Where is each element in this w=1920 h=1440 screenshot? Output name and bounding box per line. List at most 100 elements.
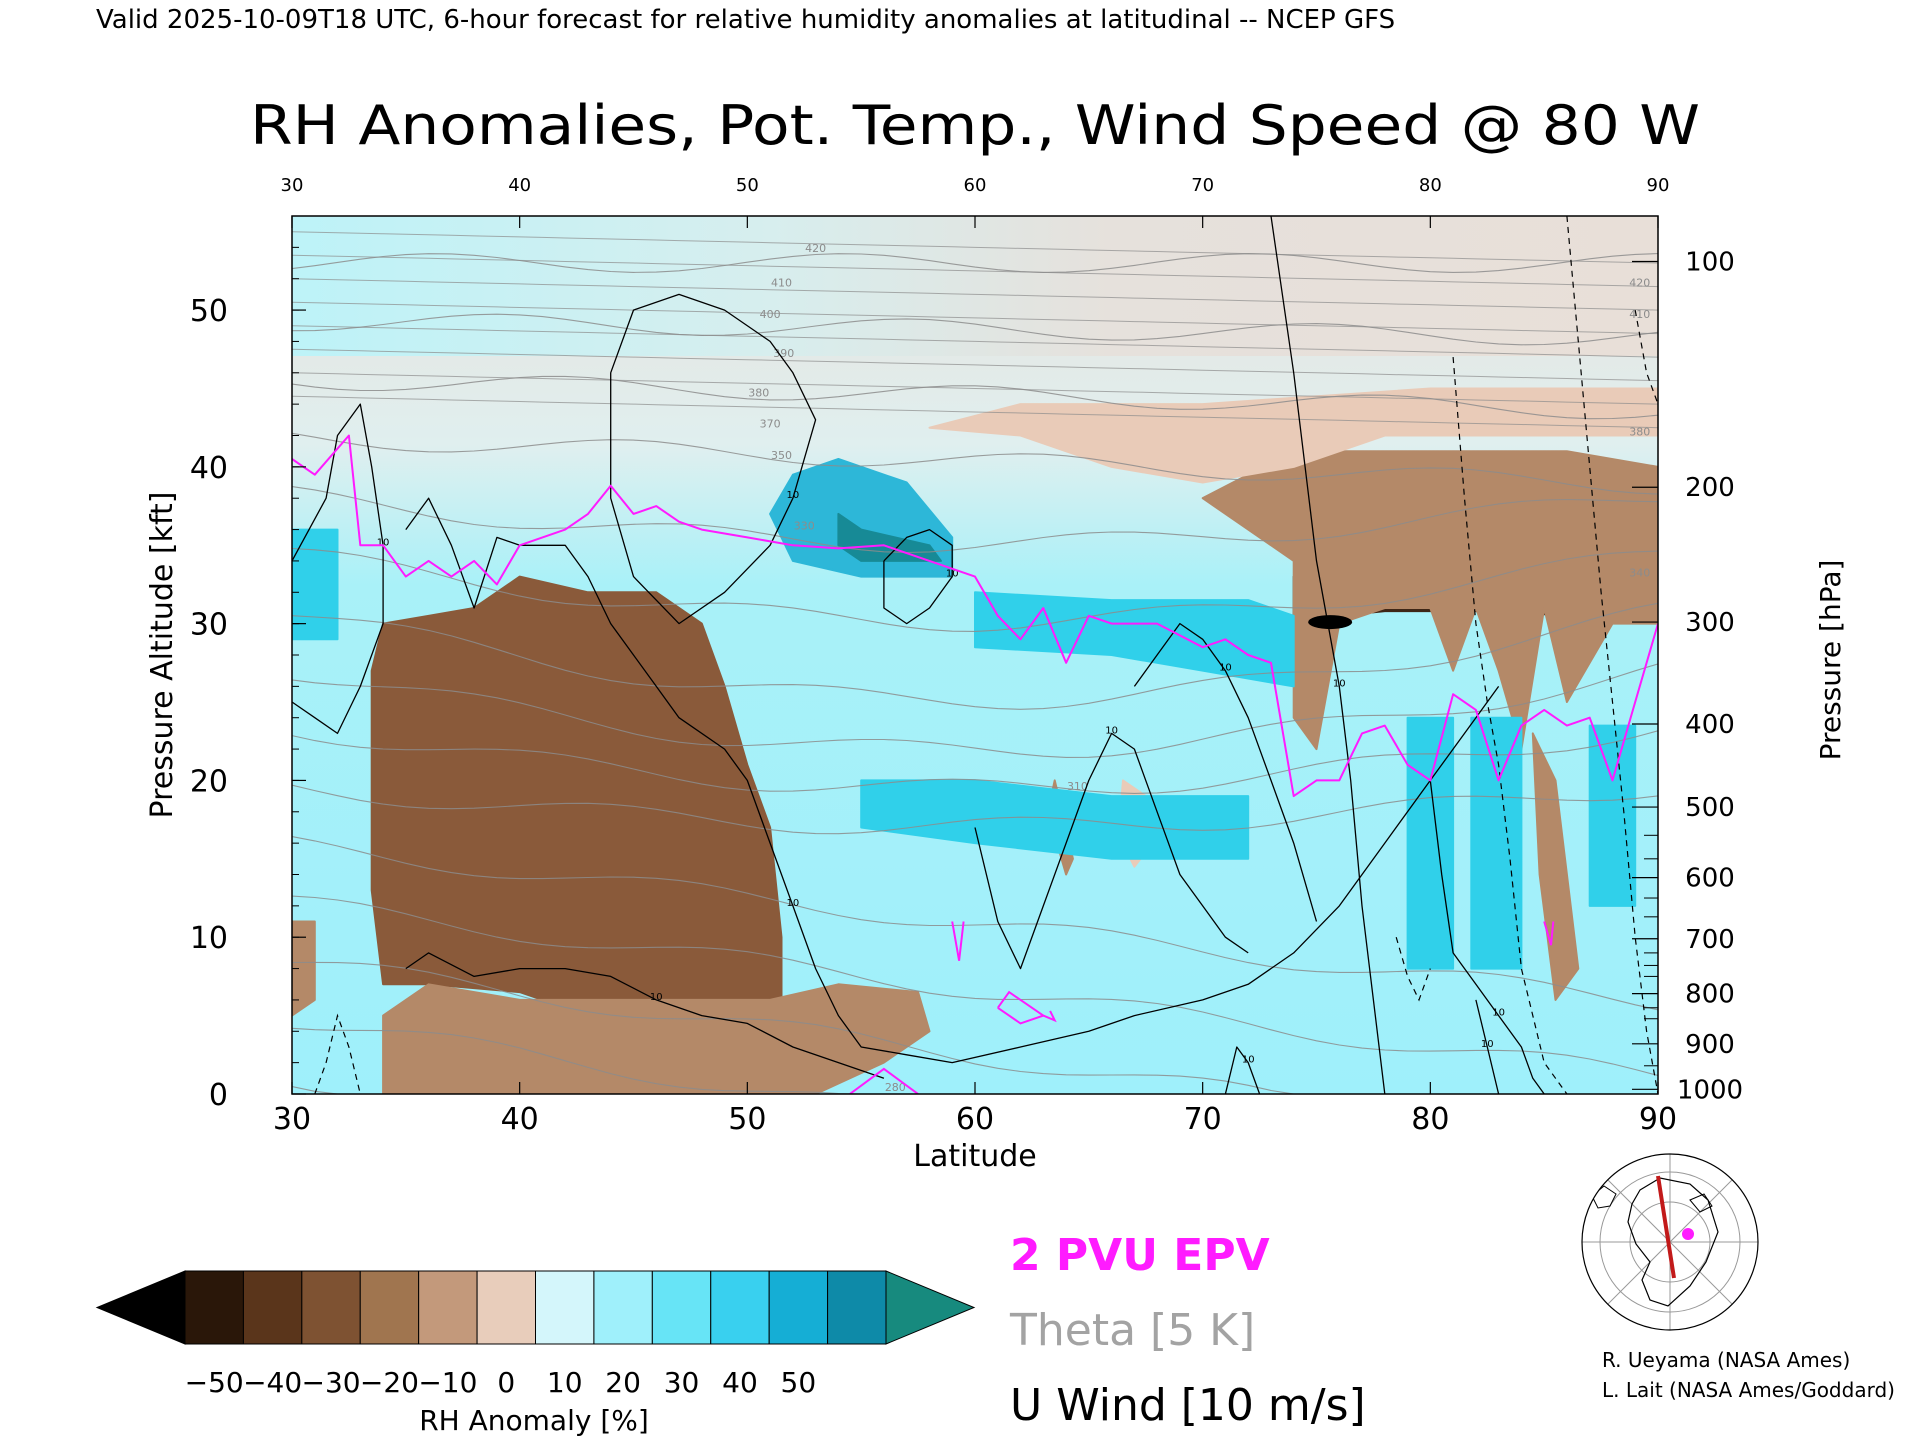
pressure-tick-label-300: 300 (1685, 608, 1735, 638)
theta-line-350 (292, 663, 1658, 758)
x-tick-label-60: 60 (956, 1102, 994, 1137)
pressure-tick-label-400: 400 (1685, 710, 1735, 740)
pressure-tick-label-700: 700 (1685, 925, 1735, 955)
theta-label-5: 370 (760, 418, 781, 431)
theta-label-10: 420 (1629, 277, 1650, 290)
rh-region-11 (974, 591, 1295, 688)
legend-pvu: 2 PVU EPV (1010, 1230, 1270, 1281)
theta-line-upper-0 (292, 231, 1658, 264)
colorbar: −50 −40 −30 −20 −10 0 10 20 30 40 50 RH Anomaly [%… (95, 1270, 976, 1437)
wind-contour-label-5: 10 (1105, 725, 1118, 736)
colorbar-tick-label-9: 40 (722, 1366, 758, 1399)
plot-area: 4204104003903803703503303102804204103803… (190, 175, 1743, 1137)
wind-contour-5 (974, 732, 1249, 970)
wind-contour-9 (1429, 780, 1545, 1094)
theta-line-upper-6 (292, 372, 1658, 405)
theta-line-390 (292, 432, 1658, 495)
x-tick-label-90: 90 (1639, 1102, 1677, 1137)
y-tick-label-0: 0 (209, 1078, 228, 1113)
pvu-fragment-0 (951, 921, 965, 961)
theta-label-9: 280 (885, 1081, 906, 1094)
rh-region-16 (1470, 716, 1523, 970)
pressure-tick-label-500: 500 (1685, 793, 1735, 823)
legend: 2 PVU EPV Theta [5 K] U Wind [10 m/s] (1009, 1230, 1366, 1431)
wind-contour-4 (883, 528, 953, 625)
wind-contour-2 (405, 952, 885, 1079)
theta-line-upper-5 (292, 348, 1658, 382)
wind-contour-8 (1224, 1046, 1261, 1094)
wind-contour-dashed-2 (1566, 216, 1658, 1094)
theta-label-3: 390 (773, 347, 794, 360)
wind-contour-dashed-1 (1452, 357, 1568, 1094)
x-tick-label-top-60: 60 (964, 175, 987, 196)
rh-region-17 (1588, 724, 1637, 907)
colorbar-tick-label-7: 20 (605, 1366, 641, 1399)
rh-region-1 (370, 575, 783, 1033)
colorbar-tick-label-6: 10 (547, 1366, 583, 1399)
colorbar-tick-label-1: −40 (243, 1366, 302, 1399)
chart-title: RH Anomalies, Pot. Temp., Wind Speed @ 8… (250, 94, 1700, 157)
theta-line-410 (292, 313, 1658, 346)
x-tick-label-50: 50 (728, 1102, 766, 1137)
theta-line-upper-3 (292, 301, 1658, 335)
wind-contour-6 (1133, 622, 1318, 922)
wind-contour-label-8: 10 (1242, 1055, 1255, 1066)
wind-contour-7 (1270, 216, 1386, 1094)
theta-line-290 (292, 1027, 1658, 1094)
credit-line-2: L. Lait (NASA Ames/Goddard) (1602, 1378, 1895, 1402)
rh-region-13 (837, 512, 942, 562)
header-text: Valid 2025-10-09T18 UTC, 6-hour forecast… (96, 5, 1395, 35)
wind-contour-label-0: 10 (377, 537, 390, 548)
colorbar-box-11 (827, 1270, 887, 1345)
theta-line-upper-2 (292, 278, 1658, 311)
wind-contour-label-4: 10 (946, 569, 959, 580)
rh-region-14 (860, 779, 1250, 860)
colorbar-under-arrow (95, 1270, 186, 1345)
rh-region-10 (292, 528, 339, 641)
y-tick-label-40: 40 (190, 451, 228, 486)
wind-contour-dashed-0 (314, 1013, 361, 1094)
theta-label-1: 410 (771, 277, 792, 290)
theta-line-330 (292, 784, 1658, 835)
wind-contour-3 (610, 293, 817, 625)
theta-label-8: 310 (1067, 780, 1088, 793)
x-tick-label-top-50: 50 (736, 175, 759, 196)
x-tick-label-80: 80 (1411, 1102, 1449, 1137)
colorbar-tick-label-2: −30 (301, 1366, 360, 1399)
theta-line-320 (292, 836, 1658, 1011)
location-inset-map (1556, 1153, 1759, 1331)
colorbar-box-7 (593, 1270, 653, 1345)
theta-line-upper-1 (292, 254, 1658, 288)
x-tick-label-top-90: 90 (1647, 175, 1670, 196)
colorbar-tick-label-8: 30 (664, 1366, 700, 1399)
y-tick-label-20: 20 (190, 764, 228, 799)
credit-line-1: R. Ueyama (NASA Ames) (1602, 1348, 1850, 1372)
x-axis-label: Latitude (913, 1139, 1036, 1174)
x-tick-label-top-70: 70 (1191, 175, 1214, 196)
theta-line-370 (292, 547, 1658, 632)
rh-region-9 (292, 920, 316, 1017)
y-tick-label-50: 50 (190, 294, 228, 329)
pressure-tick-label-200: 200 (1685, 473, 1735, 503)
wind-contour-label-9: 10 (1492, 1008, 1505, 1019)
theta-label-13: 340 (1629, 567, 1650, 580)
wind-contour-label-7: 10 (1333, 678, 1346, 689)
colorbar-box-8 (651, 1270, 712, 1345)
pressure-tick-label-600: 600 (1685, 864, 1735, 894)
x-tick-label-top-40: 40 (508, 175, 531, 196)
theta-line-upper-7 (292, 395, 1658, 429)
pvu-line (292, 434, 1658, 798)
pressure-tick-label-100: 100 (1685, 247, 1735, 277)
y-axis-label-left: Pressure Altitude [kft] (145, 492, 180, 819)
legend-theta: Theta [5 K] (1009, 1305, 1255, 1356)
pvu-fragment-3 (849, 1067, 919, 1094)
wind-contour-label-2: 10 (650, 992, 663, 1003)
theta-label-11: 410 (1629, 308, 1650, 321)
colorbar-label: RH Anomaly [%] (419, 1404, 649, 1437)
theta-line-310 (292, 895, 1658, 1077)
heatmap-upper-band (292, 216, 1658, 356)
colorbar-box-4 (418, 1270, 478, 1345)
wind-contour-label-1: 10 (786, 898, 799, 909)
rh-region-4 (1201, 450, 1658, 751)
